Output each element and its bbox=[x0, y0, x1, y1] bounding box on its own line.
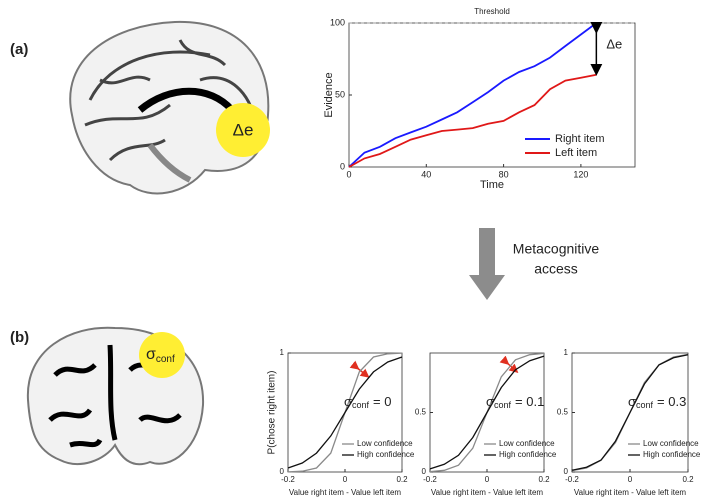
annotation-symbol: σ bbox=[486, 394, 494, 409]
annotation-symbol: σ bbox=[344, 394, 352, 409]
annotation-subscript: conf bbox=[494, 400, 512, 410]
x-tick-label: -0.2 bbox=[565, 475, 579, 484]
x-tick-label: 0 bbox=[346, 169, 351, 179]
x-tick-label: 0.2 bbox=[538, 475, 550, 484]
annotation-text: = 0.3 bbox=[657, 394, 686, 409]
chart-title: Threshold bbox=[474, 7, 510, 16]
y-axis-label: P(chose right item) bbox=[267, 371, 278, 455]
legend-label: Low confidence bbox=[643, 439, 699, 448]
plot-frame bbox=[349, 23, 635, 167]
x-axis-label: Value right item - Value left item bbox=[431, 488, 544, 497]
panel-label: (b) bbox=[10, 329, 29, 346]
x-tick-label: 0.2 bbox=[682, 475, 694, 484]
annotation-text: = 0 bbox=[373, 394, 391, 409]
x-tick-label: 0 bbox=[628, 475, 633, 484]
legend-label: Left item bbox=[555, 147, 597, 159]
x-tick-label: 0.2 bbox=[396, 475, 408, 484]
series-line bbox=[349, 23, 596, 167]
x-axis-label: Time bbox=[480, 179, 504, 191]
x-tick-label: 80 bbox=[499, 169, 509, 179]
y-tick-label: 100 bbox=[330, 17, 345, 27]
annotation-subscript: conf bbox=[636, 400, 654, 410]
arrow-text: Metacognitive bbox=[513, 241, 600, 257]
annotation: σconf= 0 bbox=[344, 394, 391, 410]
legend-label: Right item bbox=[555, 133, 605, 145]
annotation: σconf= 0.1 bbox=[486, 394, 544, 410]
annotation-text: = 0.1 bbox=[515, 394, 544, 409]
legend-label: Low confidence bbox=[499, 439, 555, 448]
brain-label-subscript: conf bbox=[156, 354, 175, 365]
annotation: σconf= 0.3 bbox=[628, 394, 686, 410]
brain-sagittal: Δe bbox=[70, 22, 270, 194]
x-tick-label: 0 bbox=[343, 475, 348, 484]
x-axis-label: Value right item - Value left item bbox=[289, 488, 402, 497]
x-tick-label: 120 bbox=[573, 169, 588, 179]
legend-label: High confidence bbox=[499, 450, 557, 459]
panel-label: (a) bbox=[10, 41, 28, 58]
x-tick-label: -0.2 bbox=[281, 475, 295, 484]
legend-label: High confidence bbox=[357, 450, 415, 459]
brain-coronal: σconf bbox=[28, 328, 203, 465]
annotation-subscript: conf bbox=[352, 400, 370, 410]
brain-label: Δe bbox=[233, 120, 254, 139]
y-tick-label: 0 bbox=[340, 161, 345, 171]
x-tick-label: -0.2 bbox=[423, 475, 437, 484]
annotation-symbol: σ bbox=[628, 394, 636, 409]
transition-arrow bbox=[469, 228, 505, 300]
annotation: Δe bbox=[606, 36, 622, 51]
arrow-text: access bbox=[534, 261, 578, 277]
y-axis-label: Evidence bbox=[323, 72, 335, 117]
legend-label: Low confidence bbox=[357, 439, 413, 448]
legend-label: High confidence bbox=[643, 450, 701, 459]
x-tick-label: 0 bbox=[485, 475, 490, 484]
figure: (a) (b) Δe σconf Metacognitive access 04… bbox=[0, 0, 719, 501]
y-tick-label: 1 bbox=[564, 348, 569, 357]
brain-label-symbol: σ bbox=[146, 346, 156, 363]
y-tick-label: 0 bbox=[280, 467, 285, 476]
y-tick-label: 0 bbox=[564, 467, 569, 476]
y-tick-label: 50 bbox=[335, 89, 345, 99]
y-tick-label: 0.5 bbox=[557, 408, 569, 417]
x-axis-label: Value right item - Value left item bbox=[574, 488, 687, 497]
y-tick-label: 1 bbox=[280, 348, 285, 357]
y-tick-label: 0.5 bbox=[415, 408, 427, 417]
y-tick-label: 0 bbox=[422, 467, 427, 476]
x-tick-label: 40 bbox=[421, 169, 431, 179]
